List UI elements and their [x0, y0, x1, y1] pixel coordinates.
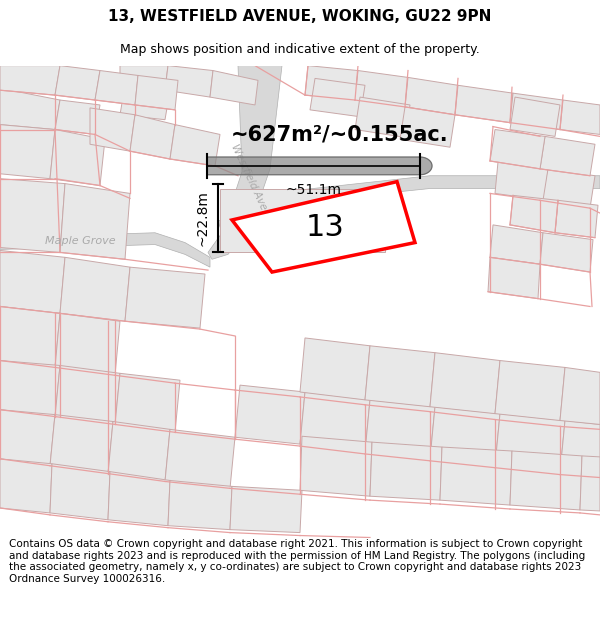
Polygon shape — [560, 368, 600, 424]
Polygon shape — [370, 442, 442, 500]
Polygon shape — [165, 429, 235, 488]
Polygon shape — [495, 361, 565, 421]
Polygon shape — [540, 232, 593, 272]
Polygon shape — [0, 90, 60, 129]
Polygon shape — [50, 464, 110, 520]
Polygon shape — [218, 176, 600, 232]
Text: Westfield Avenue: Westfield Avenue — [229, 142, 277, 229]
Polygon shape — [207, 157, 432, 175]
Text: 13: 13 — [305, 213, 344, 243]
Polygon shape — [232, 182, 415, 272]
Polygon shape — [495, 414, 565, 472]
Polygon shape — [0, 410, 55, 466]
Polygon shape — [305, 66, 358, 100]
Text: ~51.1m: ~51.1m — [286, 182, 341, 197]
Text: Maple Grove: Maple Grove — [44, 236, 115, 246]
Polygon shape — [108, 421, 170, 481]
Polygon shape — [0, 251, 65, 313]
Polygon shape — [0, 361, 60, 417]
Polygon shape — [490, 225, 543, 264]
Polygon shape — [235, 385, 305, 444]
Text: ~627m²/~0.155ac.: ~627m²/~0.155ac. — [231, 124, 449, 144]
Polygon shape — [130, 115, 175, 159]
Polygon shape — [230, 486, 302, 532]
Polygon shape — [510, 97, 560, 136]
Polygon shape — [208, 66, 282, 259]
Polygon shape — [440, 447, 512, 505]
Polygon shape — [495, 162, 548, 200]
Polygon shape — [90, 108, 135, 151]
Polygon shape — [210, 71, 258, 105]
Polygon shape — [170, 124, 220, 166]
Polygon shape — [430, 407, 500, 466]
Text: ~22.8m: ~22.8m — [196, 190, 210, 246]
Polygon shape — [115, 373, 180, 432]
Polygon shape — [95, 71, 138, 105]
Polygon shape — [0, 66, 60, 95]
Polygon shape — [55, 100, 100, 134]
Polygon shape — [168, 481, 232, 529]
Polygon shape — [400, 107, 455, 148]
Polygon shape — [0, 306, 60, 368]
Polygon shape — [120, 66, 168, 90]
Polygon shape — [300, 392, 370, 452]
Polygon shape — [510, 196, 558, 232]
Polygon shape — [55, 66, 100, 100]
Polygon shape — [490, 129, 545, 169]
Polygon shape — [60, 258, 130, 321]
Polygon shape — [0, 124, 55, 179]
Polygon shape — [540, 136, 595, 176]
Polygon shape — [365, 346, 435, 407]
Text: Contains OS data © Crown copyright and database right 2021. This information is : Contains OS data © Crown copyright and d… — [9, 539, 585, 584]
Polygon shape — [300, 436, 372, 496]
Polygon shape — [165, 66, 213, 97]
Polygon shape — [365, 400, 435, 459]
Polygon shape — [55, 313, 120, 375]
Polygon shape — [0, 459, 52, 513]
Polygon shape — [120, 85, 170, 120]
Polygon shape — [55, 366, 120, 424]
Polygon shape — [455, 85, 513, 122]
Polygon shape — [50, 414, 113, 474]
Polygon shape — [430, 352, 500, 414]
Polygon shape — [300, 338, 370, 400]
Polygon shape — [543, 169, 595, 208]
Polygon shape — [60, 184, 130, 259]
Text: 13, WESTFIELD AVENUE, WOKING, GU22 9PN: 13, WESTFIELD AVENUE, WOKING, GU22 9PN — [109, 9, 491, 24]
Polygon shape — [310, 78, 365, 117]
Polygon shape — [125, 267, 205, 328]
Polygon shape — [0, 179, 65, 252]
Polygon shape — [560, 100, 600, 134]
Polygon shape — [560, 421, 600, 476]
Polygon shape — [580, 456, 600, 511]
Polygon shape — [108, 472, 170, 526]
Polygon shape — [355, 97, 410, 138]
Polygon shape — [220, 189, 385, 253]
Polygon shape — [135, 76, 178, 110]
Polygon shape — [355, 71, 408, 107]
Polygon shape — [0, 232, 210, 267]
Polygon shape — [510, 93, 563, 129]
Polygon shape — [555, 200, 598, 238]
Polygon shape — [488, 258, 540, 299]
Polygon shape — [50, 129, 105, 186]
Polygon shape — [405, 78, 458, 115]
Text: Map shows position and indicative extent of the property.: Map shows position and indicative extent… — [120, 42, 480, 56]
Polygon shape — [510, 451, 582, 510]
